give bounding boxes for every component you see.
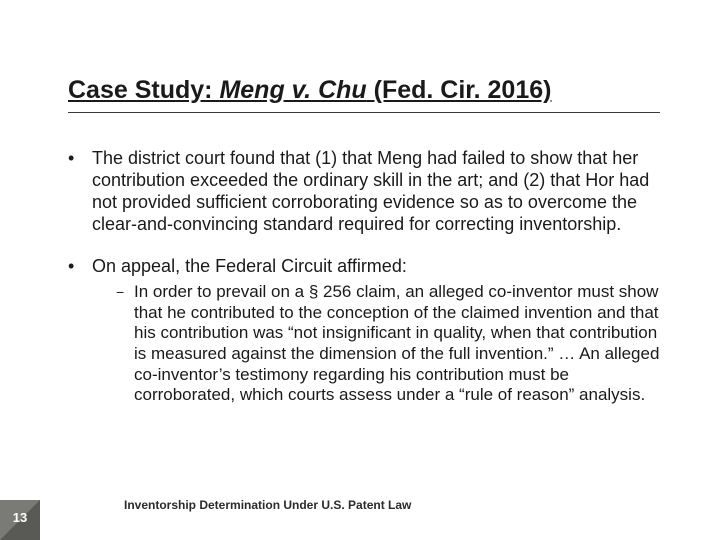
bullet-item: • The district court found that (1) that… bbox=[68, 148, 660, 236]
slide: Case Study: Meng v. Chu (Fed. Cir. 2016)… bbox=[0, 0, 720, 540]
bullet-text: On appeal, the Federal Circuit affirmed:… bbox=[92, 256, 660, 406]
bullet-lead: On appeal, the Federal Circuit affirmed: bbox=[92, 256, 407, 276]
bullet-marker: • bbox=[68, 148, 92, 236]
bullet-marker: • bbox=[68, 256, 92, 406]
page-number: 13 bbox=[0, 500, 40, 540]
title-rule bbox=[68, 112, 660, 113]
slide-title: Case Study: Meng v. Chu (Fed. Cir. 2016) bbox=[68, 76, 660, 111]
bullet-text: The district court found that (1) that M… bbox=[92, 148, 660, 236]
sub-bullet-text: In order to prevail on a § 256 claim, an… bbox=[134, 282, 660, 406]
title-suffix: (Fed. Cir. 2016) bbox=[367, 76, 552, 104]
slide-body: • The district court found that (1) that… bbox=[68, 148, 660, 426]
title-case-name: Meng v. Chu bbox=[219, 76, 366, 104]
footer-title: Inventorship Determination Under U.S. Pa… bbox=[124, 498, 411, 512]
sub-bullet-item: − In order to prevail on a § 256 claim, … bbox=[116, 282, 660, 406]
title-prefix: Case Study: bbox=[68, 76, 219, 104]
sub-bullet-marker: − bbox=[116, 282, 134, 406]
bullet-item: • On appeal, the Federal Circuit affirme… bbox=[68, 256, 660, 406]
